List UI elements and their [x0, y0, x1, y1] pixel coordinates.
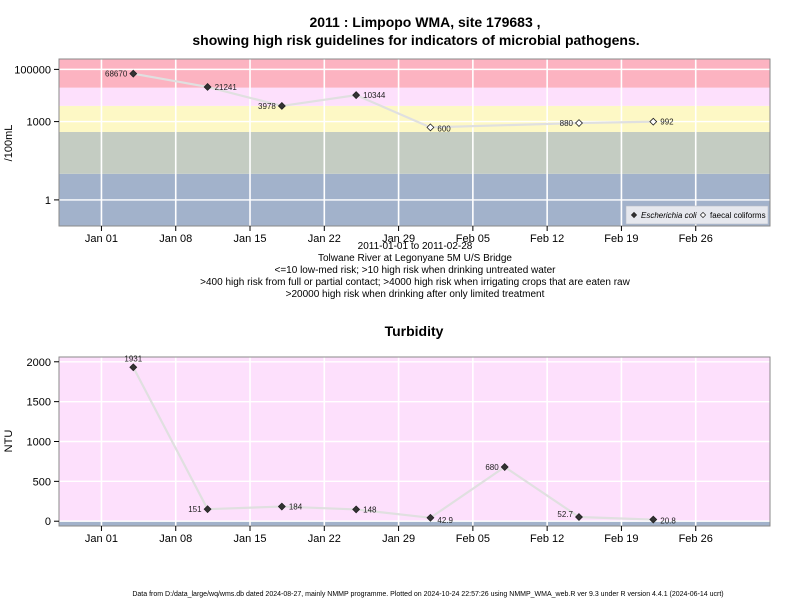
chart2-x-tick-label: Feb 26 — [679, 533, 713, 545]
chart1-plot: Jan 01 Jan 08 Jan 15 Jan 22 Jan 29 Feb 05 Feb … — [14, 58, 771, 245]
chart1-x-tick-label: Jan 29 — [382, 233, 415, 245]
chart1-x-tick-label: Feb 26 — [679, 233, 713, 245]
chart1-data-point — [426, 123, 435, 132]
chart1-x-tick-label: Feb 19 — [604, 233, 638, 245]
chart2-x-tick-label: Jan 22 — [308, 533, 341, 545]
chart1-data-label: 3978 — [258, 102, 276, 111]
chart2-x-tick-label: Feb 05 — [456, 533, 490, 545]
chart1-legend-label: faecal coliforms — [710, 211, 766, 220]
chart2-data-point — [203, 505, 212, 514]
chart1-legend-marker — [630, 211, 638, 219]
chart2-x-tick-label: Feb 12 — [530, 533, 564, 545]
chart1-data-point — [649, 117, 658, 126]
chart1-caption-site: Tolwane River at Legonyane 5M U/S Bridge — [318, 253, 512, 264]
chart2-x-tick-label: Jan 01 — [85, 533, 118, 545]
footer-note: Data from D:/data_large/wq/wms.db dated … — [132, 591, 723, 598]
chart1-legend: Escherichia coli faecal coliforms — [625, 205, 769, 225]
chart1-data-label: 21241 — [215, 83, 238, 92]
chart1-x-tick-label: Jan 22 — [308, 233, 341, 245]
chart1-x-tick-label: Jan 08 — [159, 233, 192, 245]
chart1-caption-guideline3: >20000 high risk when drinking after onl… — [286, 289, 545, 300]
chart1-legend-box — [625, 205, 769, 225]
chart1-data-point — [203, 82, 212, 91]
chart1-y-axis-label: /100mL — [3, 125, 15, 162]
chart2-y-tick-label: 0 — [45, 516, 51, 528]
chart2-band — [59, 521, 770, 526]
chart2-data-point — [352, 505, 361, 514]
chart1-legend-label: Escherichia coli — [641, 211, 697, 220]
chart1-data-label: 992 — [660, 118, 674, 127]
chart2-x-tick-label: Jan 15 — [233, 533, 266, 545]
chart2-data-label: 680 — [485, 463, 499, 472]
chart1-y-tick-label: 1000 — [27, 117, 51, 129]
chart1-data-label: 880 — [560, 119, 574, 128]
chart1-x-tick-label: Jan 01 — [85, 233, 118, 245]
chart2-plot: Jan 01 Jan 08 Jan 15 Jan 22 Jan 29 Feb 05 Feb … — [27, 354, 771, 545]
chart2-data-point — [575, 513, 583, 521]
chart1-band — [59, 105, 770, 132]
chart2-data-point — [500, 463, 509, 471]
chart2-x-tick-label: Feb 19 — [604, 533, 638, 545]
chart2-data-point — [649, 515, 658, 524]
chart1-title-line1: 2011 : Limpopo WMA, site 179683 , — [309, 14, 540, 30]
chart1-data-label: 600 — [437, 124, 451, 133]
chart1-data-point — [352, 91, 361, 100]
chart2-data-label: 20.8 — [660, 517, 676, 526]
chart1-title-line2: showing high risk guidelines for indicat… — [192, 32, 639, 48]
chart2-data-label: 184 — [289, 503, 303, 512]
chart1-data-point — [575, 119, 583, 128]
chart1-x-tick-label: Feb 05 — [456, 233, 490, 245]
chart2-y-tick-label: 1500 — [27, 397, 51, 409]
chart2-y-tick-label: 2000 — [27, 357, 51, 369]
chart1-caption-guideline1: <=10 low-med risk; >10 high risk when dr… — [275, 265, 557, 276]
chart2-data-point — [277, 502, 286, 511]
chart2-data-point — [129, 363, 138, 372]
chart2-data-label: 1931 — [124, 354, 142, 363]
chart1-data-label: 68670 — [105, 70, 128, 79]
chart1-band — [59, 59, 770, 88]
chart2-data-label: 52.7 — [557, 510, 573, 519]
chart1-caption-guideline2: >400 high risk from full or partial cont… — [200, 277, 630, 288]
chart1-band — [59, 87, 770, 106]
chart1-y-tick-label: 1 — [45, 195, 51, 207]
chart1-data-label: 10344 — [363, 91, 386, 100]
chart2-data-label: 42.9 — [437, 516, 453, 525]
chart2-y-tick-label: 1000 — [27, 437, 51, 449]
chart1-data-point — [129, 69, 138, 78]
chart2-data-label: 151 — [188, 505, 202, 514]
chart2-x-tick-label: Jan 29 — [382, 533, 415, 545]
chart1-legend-marker — [699, 211, 707, 219]
chart2-title: Turbidity — [385, 323, 444, 339]
chart2-data-point — [426, 513, 435, 522]
chart1-band — [59, 131, 770, 174]
chart2-band — [59, 357, 770, 522]
chart1-plot-border — [58, 58, 771, 227]
chart1-caption-daterange: 2011-01-01 to 2011-02-28 — [358, 241, 473, 252]
chart2-data-label: 148 — [363, 505, 377, 514]
chart1-data-point — [277, 101, 286, 110]
chart2-x-tick-label: Jan 08 — [159, 533, 192, 545]
chart2-y-axis-label: NTU — [3, 430, 15, 453]
chart1-x-tick-label: Feb 12 — [530, 233, 564, 245]
chart1-y-tick-label: 100000 — [14, 64, 51, 76]
chart1-x-tick-label: Jan 15 — [233, 233, 266, 245]
chart2-y-tick-label: 500 — [33, 476, 51, 488]
chart2-series-line — [132, 366, 654, 521]
